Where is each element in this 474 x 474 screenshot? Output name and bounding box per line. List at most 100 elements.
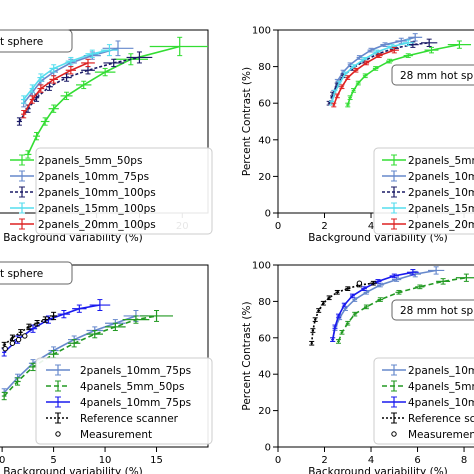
y-tick-label: 40 xyxy=(258,370,271,381)
series-4panels-5mm-50ps xyxy=(1,310,173,401)
y-tick-label: 60 xyxy=(258,99,271,110)
error-bar xyxy=(312,317,318,322)
error-bar xyxy=(355,80,361,86)
error-bar xyxy=(149,36,208,57)
x-tick-label: 4 xyxy=(368,221,374,232)
error-bar xyxy=(9,334,15,342)
error-bar xyxy=(81,66,95,75)
legend-label: Measurement xyxy=(408,429,474,441)
x-tick-label: 6 xyxy=(414,455,420,466)
error-bar xyxy=(29,84,35,93)
x-tick-label: 4 xyxy=(368,455,374,466)
error-bar xyxy=(424,46,439,54)
error-bar xyxy=(126,51,153,64)
legend-label: 2panels_15mm_100ps xyxy=(38,203,156,215)
error-bar xyxy=(421,38,438,47)
series-2panels-15mm-100ps xyxy=(21,44,118,104)
annotation-box xyxy=(391,299,474,321)
legend-label: 2panels_10mm_100ps xyxy=(408,187,474,199)
error-bar xyxy=(68,339,81,348)
error-bar xyxy=(21,110,27,119)
series-line xyxy=(3,315,137,393)
x-tick-label: 0 xyxy=(275,221,281,232)
data-point xyxy=(9,340,16,346)
error-bar xyxy=(89,299,111,311)
error-bar xyxy=(407,269,419,276)
annotation-text: t sphere xyxy=(0,268,43,280)
series-line xyxy=(18,56,140,122)
error-bar xyxy=(362,73,368,79)
error-bar xyxy=(367,47,375,53)
error-bar xyxy=(349,293,355,299)
x-tick-label: 0 xyxy=(275,455,281,466)
error-bar xyxy=(375,53,383,58)
series-line xyxy=(347,43,460,106)
annotation-text: 28 mm hot sphere xyxy=(400,70,474,82)
error-bar xyxy=(337,80,343,86)
error-bar xyxy=(407,41,419,48)
error-bar xyxy=(332,324,338,330)
y-axis-label: Percent Contrast (%) xyxy=(241,67,253,176)
legend-entry-2panels-15mm-100ps: 2panels_15mm_100ps xyxy=(10,202,156,215)
error-bar xyxy=(37,84,45,93)
legend-label: 2panels_10mm_75ps xyxy=(408,171,474,183)
annotation-text: t sphere xyxy=(0,36,43,48)
error-bar xyxy=(40,117,50,126)
legend-label: 2panels_15mm_100ps xyxy=(408,203,474,215)
legend-box xyxy=(35,147,213,235)
x-tick-label: 5 xyxy=(50,455,56,466)
y-tick-label: 20 xyxy=(258,406,271,417)
legend-label: Reference scanner xyxy=(80,413,179,425)
x-axis-label: Background variability (%) xyxy=(3,232,143,244)
series-line xyxy=(23,62,89,115)
legend-box xyxy=(35,357,213,445)
error-bar xyxy=(94,67,116,77)
error-bar xyxy=(403,53,413,58)
error-bar xyxy=(356,55,363,60)
legend-entry-2panels-10mm-100ps: 2panels_10mm_100ps xyxy=(10,186,156,199)
panel-bl: 0 5 10 15 Background variability (%) t sphere… xyxy=(0,261,213,474)
error-bar xyxy=(347,95,353,101)
error-bar xyxy=(65,66,76,75)
y-tick-label: 100 xyxy=(252,26,271,37)
error-bar xyxy=(72,304,87,313)
legend-label: 2panels_10mm_75ps xyxy=(408,365,474,377)
error-bar xyxy=(339,330,345,335)
annotation-text: 28 mm hot sphere xyxy=(400,305,474,317)
error-bar xyxy=(436,278,451,285)
error-bar xyxy=(335,313,341,319)
series-group xyxy=(1,299,173,401)
error-bar xyxy=(361,286,367,291)
error-bar xyxy=(330,337,336,342)
legend-box xyxy=(373,147,474,235)
series-measurement xyxy=(356,280,363,286)
series-2panels-20mm-100ps xyxy=(331,46,399,108)
legend-label: 2panels_10mm_75ps xyxy=(80,365,191,377)
series-4panels-5mm-50ps xyxy=(335,273,474,344)
legend-label: 4panels_5mm_50ps xyxy=(80,381,184,393)
y-tick-label: 100 xyxy=(252,261,271,272)
error-bar xyxy=(21,95,27,104)
error-bar xyxy=(345,102,351,108)
error-bar xyxy=(86,330,103,339)
error-bar xyxy=(320,300,326,306)
legend-entry-reference-scanner: Reference scanner xyxy=(46,412,179,425)
legend-entry-reference-scanner: Reference scanner xyxy=(382,412,474,425)
error-bar xyxy=(76,80,92,90)
error-bar xyxy=(334,289,340,295)
error-bar xyxy=(60,91,73,101)
legend-label: 4panels_5mm_50ps xyxy=(408,381,474,393)
legend-label: 2panels_20mm_100ps xyxy=(408,219,474,231)
error-bar xyxy=(102,40,134,57)
error-bar xyxy=(85,49,100,58)
error-bar xyxy=(57,310,71,319)
series-line xyxy=(337,276,467,342)
x-tick-label: 15 xyxy=(150,455,163,466)
y-tick-label: 0 xyxy=(265,209,271,220)
error-bar xyxy=(103,58,124,68)
legend-label: 2panels_5mm_50ps xyxy=(408,155,474,167)
error-bar xyxy=(316,308,322,313)
x-tick-label: 0 xyxy=(0,455,5,466)
